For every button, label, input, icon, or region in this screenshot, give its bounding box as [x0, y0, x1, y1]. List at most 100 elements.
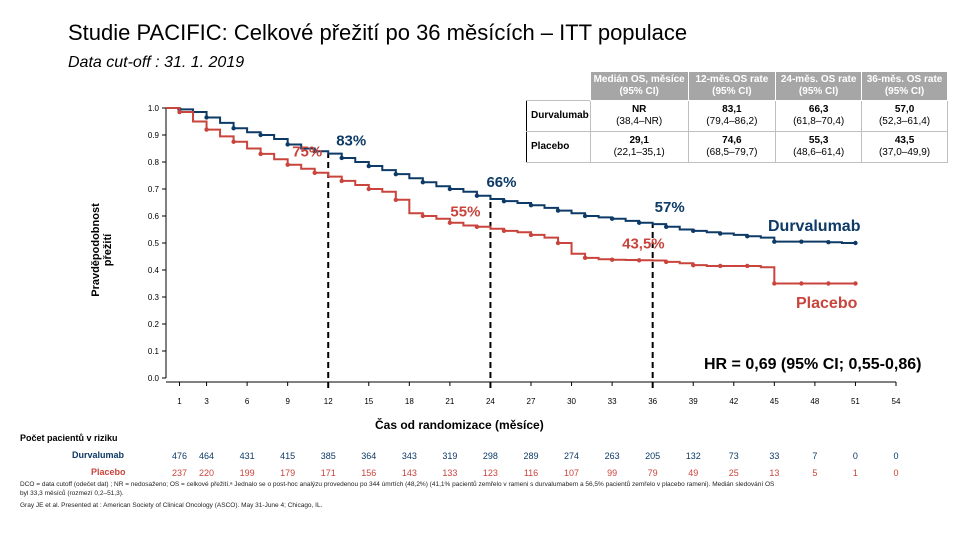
risk-value-placebo: 116 — [524, 468, 538, 478]
y-tick-label: 0.2 — [148, 320, 160, 329]
risk-value-placebo: 0 — [893, 468, 898, 478]
risk-value-durvalumab: 431 — [240, 451, 255, 461]
y-tick-label: 0.4 — [148, 266, 160, 275]
y-tick-label: 0.9 — [148, 131, 160, 140]
risk-value-placebo: 123 — [483, 468, 498, 478]
censor-mark — [366, 163, 371, 169]
annotation-placebo-24m: 55% — [450, 204, 480, 221]
x-tick-label: 39 — [689, 397, 698, 406]
risk-value-durvalumab: 132 — [686, 451, 701, 461]
y-tick-label: 0.8 — [148, 158, 160, 167]
risk-value-placebo: 13 — [769, 468, 779, 478]
table-cell: 29,1 (22,1–35,1) — [589, 131, 689, 163]
x-tick-label: 54 — [892, 397, 901, 406]
censor-mark — [339, 178, 344, 184]
risk-value-durvalumab: 476 — [172, 451, 187, 461]
data-cutoff-subtitle: Data cut-off : 31. 1. 2019 — [68, 54, 245, 71]
risk-label-placebo: Placebo — [91, 467, 126, 477]
risk-value-placebo: 220 — [199, 468, 214, 478]
risk-value-durvalumab: 298 — [483, 451, 498, 461]
censor-mark — [177, 109, 182, 115]
annotation-placebo-36m: 43,5% — [622, 236, 665, 253]
censor-mark — [366, 186, 371, 192]
row-label-durvalumab: Durvalumab — [526, 100, 591, 132]
risk-value-placebo: 107 — [564, 468, 579, 478]
risk-value-durvalumab: 263 — [605, 451, 620, 461]
annotation-durvalumab-12m: 83% — [336, 133, 366, 150]
risk-value-durvalumab: 0 — [893, 451, 898, 461]
reference: Gray JE et al. Presented at : American S… — [20, 502, 323, 509]
risk-value-placebo: 199 — [240, 468, 255, 478]
censor-mark — [691, 228, 696, 234]
table-cell: 74,6 (68,5–79,7) — [687, 131, 777, 163]
censor-mark — [745, 263, 750, 269]
x-tick-label: 1 — [177, 397, 182, 406]
y-tick-label: 0.5 — [148, 239, 160, 248]
table-row: Placebo 29,1 (22,1–35,1) 74,6 (68,5–79,7) … — [526, 131, 948, 163]
annotation-durvalumab-24m: 66% — [486, 174, 516, 191]
risk-value-durvalumab: 319 — [442, 451, 457, 461]
censor-mark — [636, 220, 642, 225]
risk-value-placebo: 25 — [729, 468, 739, 478]
x-tick-label: 24 — [486, 397, 495, 406]
legend-label-durvalumab: Durvalumab — [768, 218, 861, 235]
y-tick-label: 0.0 — [148, 374, 160, 383]
censor-mark — [582, 213, 588, 219]
risk-table-title: Počet pacientů v riziku — [20, 433, 118, 443]
risk-value-durvalumab: 0 — [853, 451, 858, 461]
table-cell: 66,3 (61,8–70,4) — [775, 100, 863, 132]
censor-mark — [258, 132, 263, 138]
censor-mark — [204, 115, 209, 120]
header-24m: 24-měs. OS rate (95% CI) — [775, 71, 863, 101]
y-tick-label: 1.0 — [148, 104, 160, 113]
censor-mark — [393, 197, 399, 202]
y-axis-title: Pravděpodobnost přežití — [90, 203, 114, 297]
header-36m: 36-měs. OS rate (95% CI) — [861, 71, 948, 101]
table-cell: NR (38,4–NR) — [589, 100, 689, 132]
x-tick-label: 51 — [851, 397, 860, 406]
censor-mark — [718, 263, 723, 269]
annotation-placebo-12m: 75% — [292, 144, 322, 161]
x-tick-label: 33 — [608, 397, 617, 406]
censor-mark — [663, 224, 669, 229]
risk-value-placebo: 79 — [648, 468, 658, 478]
x-tick-label: 21 — [445, 397, 454, 406]
risk-value-durvalumab: 464 — [199, 451, 214, 461]
censor-mark — [420, 213, 426, 219]
risk-label-durvalumab: Durvalumab — [72, 450, 125, 460]
censor-mark — [528, 203, 534, 208]
x-tick-label: 45 — [770, 397, 779, 406]
os-summary-table: Medián OS, měsíce (95% CI) 12-měs.OS rat… — [526, 71, 948, 163]
risk-value-durvalumab: 274 — [564, 451, 579, 461]
censor-mark — [420, 180, 426, 185]
censor-mark — [745, 234, 750, 239]
censor-mark — [555, 208, 561, 213]
risk-value-durvalumab: 205 — [645, 451, 660, 461]
risk-value-durvalumab: 289 — [523, 451, 538, 461]
risk-value-durvalumab: 364 — [361, 451, 376, 461]
table-row: Durvalumab NR (38,4–NR) 83,1 (79,4–86,2) 6… — [526, 100, 948, 132]
y-tick-label: 0.1 — [148, 347, 160, 356]
risk-value-durvalumab: 33 — [769, 451, 779, 461]
risk-value-placebo: 99 — [607, 468, 617, 478]
table-cell: 83,1 (79,4–86,2) — [687, 100, 777, 132]
censor-mark — [339, 155, 344, 161]
risk-value-placebo: 49 — [688, 468, 698, 478]
censor-mark — [285, 142, 290, 147]
risk-value-placebo: 237 — [172, 468, 187, 478]
censor-mark — [231, 126, 236, 131]
censor-mark — [528, 232, 534, 238]
footnote: DCO = data cutoff (odečet dat) ; NR = ne… — [20, 481, 775, 497]
x-tick-label: 36 — [648, 397, 657, 406]
censor-mark — [258, 151, 263, 157]
annotation-durvalumab-36m: 57% — [655, 199, 685, 216]
x-tick-label: 42 — [729, 397, 738, 406]
risk-value-placebo: 143 — [402, 468, 417, 478]
x-axis-title: Čas od randomizace (měsíce) — [375, 418, 544, 432]
censor-mark — [772, 281, 777, 286]
risk-value-placebo: 156 — [361, 468, 376, 478]
censor-mark — [501, 198, 507, 204]
censor-mark — [772, 239, 777, 244]
x-tick-label: 6 — [245, 397, 250, 406]
